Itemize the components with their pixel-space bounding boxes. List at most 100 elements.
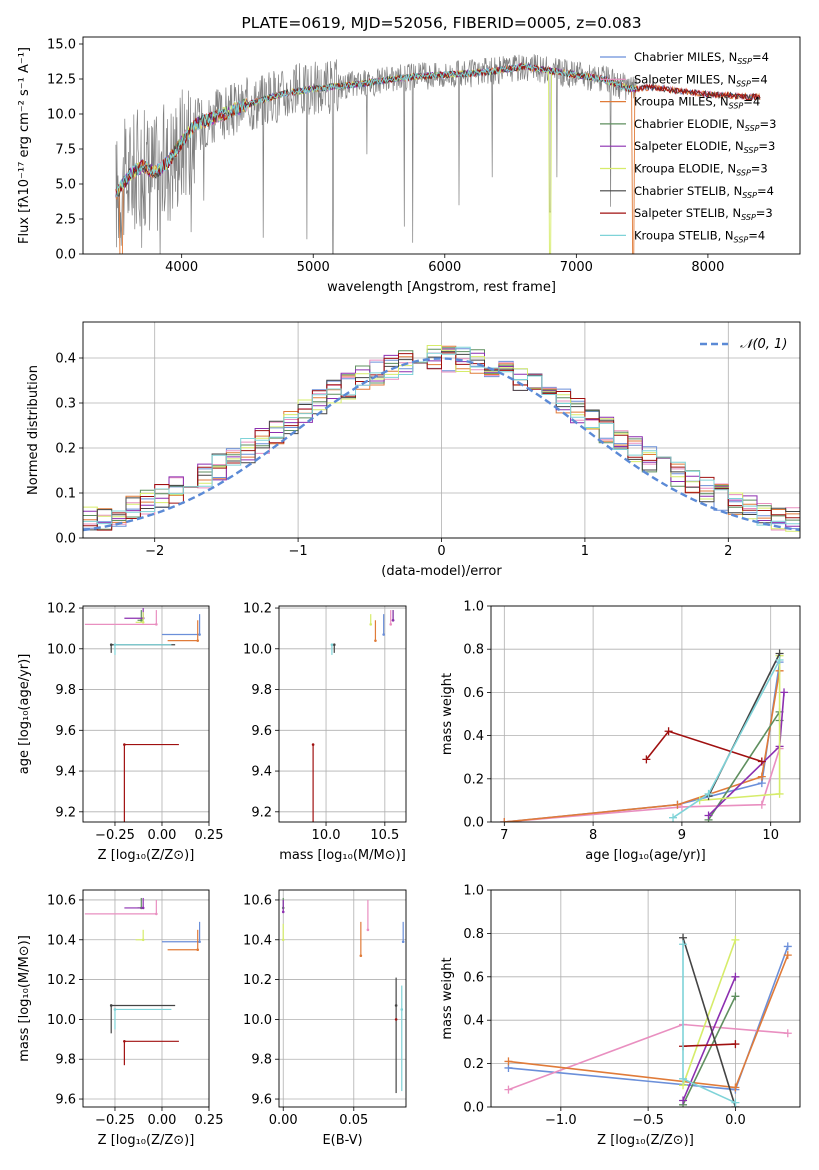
spectrum-legend-sub: SSP [734, 235, 749, 244]
spectrum-legend-label: Salpeter STELIB, NSSP=3 [634, 206, 773, 222]
mass_vs_ebv-xtick-label: 0.00 [269, 1113, 298, 1128]
residuals-legend-label: 𝒩(0, 1) [740, 337, 787, 352]
spectrum-legend-tail: =4 [752, 50, 769, 64]
spectrum-legend-tail: =4 [757, 184, 774, 198]
weight_vs_Z-marker-kroupa_stelib [679, 1074, 688, 1083]
spectrum-series-kroupa_stelib [115, 63, 638, 197]
age_vs_Z-xtick-label: −0.25 [95, 828, 135, 843]
residuals-xtick-label: −2 [145, 544, 164, 559]
weight_vs_Z-ytick-label: 0.2 [463, 1057, 484, 1072]
weight_vs_age-ytick-label: 0.8 [463, 643, 484, 658]
weight_vs_age-marker-salpeter_stelib [642, 755, 651, 764]
mass_vs_Z-point-kroupa_stelib [113, 1008, 117, 1011]
weight_vs_age-frame [490, 605, 801, 823]
spectrum-legend-label: Chabrier MILES, NSSP=4 [634, 50, 769, 66]
spectrum-legend-tail: =3 [751, 162, 768, 176]
mass_vs_ebv-point-kroupa_miles [359, 954, 363, 957]
residuals-ytick-label: 0.3 [55, 397, 76, 412]
age_vs_Z-ytick-label: 9.8 [55, 683, 76, 698]
spectrum-series-chabrier_stelib [115, 62, 761, 197]
weight_vs_Z-marker-salpeter_stelib [731, 1040, 740, 1049]
mass_vs_Z-xlabel: Z [log₁₀(Z/Z⊙)] [98, 1133, 195, 1148]
age_vs_Z-point-chabrier_stelib [109, 643, 113, 647]
residuals-gaussian [83, 357, 800, 532]
weight_vs_age-marker-kroupa_stelib [775, 656, 784, 664]
mass_vs_Z-xtick-label: 0.25 [195, 1113, 224, 1128]
spectrum-legend-label: Kroupa ELODIE, NSSP=3 [634, 162, 768, 178]
weight_vs_age-ylabel: mass weight [440, 673, 455, 755]
mass_vs_ebv-point-chabrier_stelib [394, 1004, 398, 1007]
age_vs_Z-xtick-label: 0.00 [148, 828, 177, 843]
spectrum-legend-label: Chabrier STELIB, NSSP=4 [634, 184, 774, 200]
mass_vs_Z-point-salpeter_miles [155, 912, 158, 916]
mass_vs_ebv-ytick-label: 10.6 [243, 893, 272, 908]
weight_vs_age-ytick-label: 1.0 [463, 600, 484, 615]
weight_vs_Z-marker-salpeter_elodie [731, 972, 740, 981]
mass_vs_Z-point-kroupa_miles [196, 948, 200, 952]
spectrum-legend-label: Salpeter ELODIE, NSSP=3 [634, 139, 775, 155]
mass_vs_Z-ytick-label: 9.6 [55, 1093, 76, 1108]
mass_vs_Z-point-chabrier_stelib [109, 1004, 113, 1007]
spectrum-legend-tail: =4 [743, 95, 760, 109]
age_vs_Z-point-salpeter_miles [155, 623, 158, 626]
residuals-ytick-label: 0.2 [55, 442, 76, 457]
mass_vs_Z-frame [82, 889, 210, 1108]
weight_vs_Z-frame [490, 889, 801, 1108]
age_vs_mass-point-kroupa_stelib [330, 643, 334, 647]
age_vs_Z-point-chabrier_elodie [139, 618, 143, 622]
residuals-plot [83, 345, 800, 532]
residuals-xtick-label: 2 [724, 544, 732, 559]
weight_vs_Z-ytick-label: 0.8 [463, 927, 484, 942]
mass_vs_ebv-point-salpeter_miles [366, 928, 370, 932]
mass_vs_ebv-point-kroupa_stelib [400, 1008, 404, 1011]
weight_vs_Z-marker-kroupa_miles [783, 951, 792, 960]
residuals-xtick-label: 0 [437, 544, 445, 559]
weight_vs_age-marker-salpeter_miles [677, 802, 686, 811]
spectrum-legend-sub: SSP [729, 102, 744, 111]
residuals-xtick-label: −1 [289, 544, 308, 559]
weight_vs_Z-line-chabrier_stelib [682, 937, 737, 1107]
mass_vs_Z-ytick-label: 10.2 [47, 973, 76, 988]
weight_vs_age-marker-kroupa_elodie [775, 789, 784, 798]
age_vs_mass-ytick-label: 9.4 [251, 765, 272, 780]
weight_vs_Z-line-salpeter_elodie [682, 976, 737, 1101]
weight_vs_age-marker-salpeter_stelib [664, 727, 673, 736]
spectrum-xtick-label: 7000 [560, 260, 593, 275]
weight_vs_age-ytick-label: 0.2 [463, 772, 484, 787]
residuals-ytick-label: 0.0 [55, 532, 76, 547]
mass_vs_Z-point-chabrier_miles [198, 940, 201, 944]
weight_vs_age-marker-kroupa_miles [500, 818, 509, 822]
weight_vs_Z-ytick-label: 0.0 [463, 1101, 484, 1116]
spectrum-series-salpeter_stelib [115, 62, 761, 196]
age_vs_Z-xtick-label: 0.25 [195, 828, 224, 843]
weight_vs_Z-marker-kroupa_stelib [731, 1098, 740, 1107]
residuals-ytick-label: 0.4 [55, 352, 76, 367]
age_vs_mass-xlabel: mass [log₁₀(M/M⊙)] [279, 848, 406, 863]
spectrum-legend-sub: SSP [742, 191, 757, 200]
mass_vs_ebv-ytick-label: 10.0 [243, 1013, 272, 1028]
weight_vs_Z-line-chabrier_elodie [682, 995, 737, 1106]
residuals-frame [82, 321, 801, 539]
spectrum-ytick-label: 15.0 [47, 38, 76, 53]
mass_vs_Z-axes: −0.25 0.00 0.25 9.6 9.8 10.0 10.2 10.4 10.6 Z [lo… [17, 890, 223, 1148]
weight_vs_Z-marker-kroupa_elodie [731, 935, 740, 944]
age_vs_Z-ytick-label: 10.2 [47, 602, 76, 617]
mass_vs_Z-ytick-label: 10.4 [47, 933, 76, 948]
spectrum-legend-label: Salpeter MILES, NSSP=4 [634, 72, 768, 88]
mass_vs_ebv-plot [281, 897, 405, 1094]
weight_vs_Z-marker-chabrier_elodie [731, 992, 740, 1001]
age_vs_mass-point-salpeter_elodie [391, 618, 395, 622]
age_vs_Z-ytick-label: 9.4 [55, 765, 76, 780]
mass_vs_Z-point-kroupa_elodie [141, 938, 145, 942]
spectrum-xlabel: wavelength [Angstrom, rest frame] [327, 280, 556, 295]
spectrum-legend-tail: =3 [760, 117, 777, 131]
weight_vs_age-marker-kroupa_stelib [704, 789, 713, 798]
weight_vs_Z-xtick-label: −0.5 [632, 1113, 664, 1128]
spectrum-legend-tail: =3 [758, 139, 775, 153]
weight_vs_age-marker-salpeter_elodie [780, 688, 789, 697]
spectrum-ytick-label: 0.0 [55, 248, 76, 263]
residuals-xlabel: (data-model)/error [381, 564, 502, 579]
weight_vs_Z-marker-kroupa_stelib [679, 940, 688, 949]
age_vs_mass-point-salpeter_miles [389, 623, 393, 626]
mass_vs_Z-point-salpeter_elodie [141, 906, 145, 910]
